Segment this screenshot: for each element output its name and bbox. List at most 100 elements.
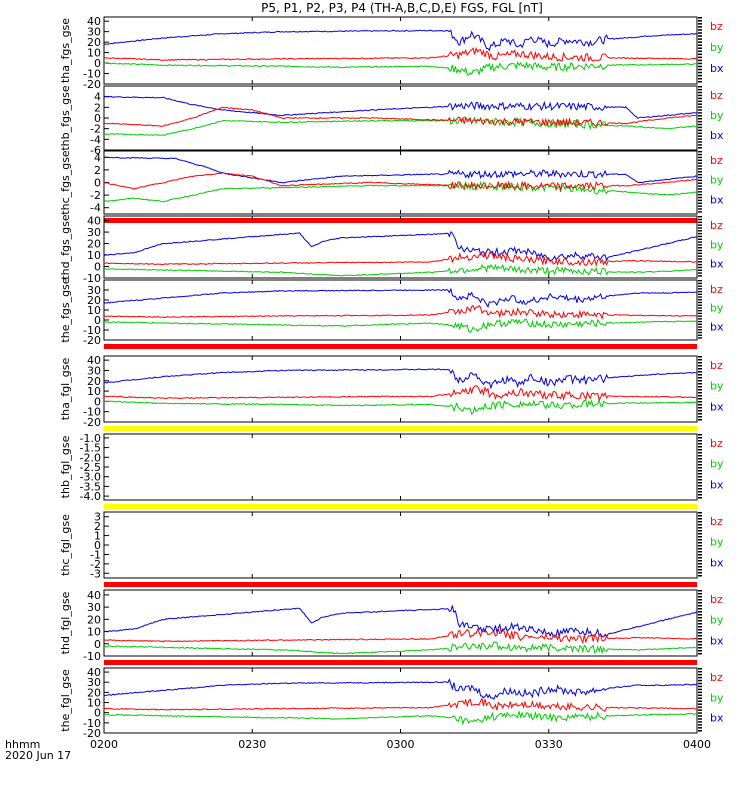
y-tick-label: 3 [94,511,101,524]
right-tick-strip [698,688,702,691]
right-tick-strip [698,106,702,108]
status-bar [104,218,697,223]
right-tick-strip [698,566,702,568]
right-tick-strip [698,365,702,367]
y-axis-label: tha_fgl_gse [59,358,72,421]
y-tick-label: -20 [83,78,101,91]
y-tick-label: -2 [90,189,101,202]
right-tick-strip [698,644,702,646]
right-tick-strip [698,682,702,685]
right-tick-strip [698,413,702,415]
right-tick-strip [698,727,702,729]
y-axis-label: tha_fgs_gse [59,18,72,83]
right-tick-strip [698,176,702,179]
right-tick-strip [698,670,702,673]
right-tick-strip [698,202,702,204]
y-tick-label: -1.0 [80,432,101,445]
right-tick-strip [698,694,702,697]
y-tick-label: -1 [90,548,101,561]
right-tick-strip [698,211,702,213]
right-tick-strip [698,679,702,682]
series-bx [103,605,698,638]
legend-bz: bz [710,359,723,372]
right-tick-strip [698,569,702,571]
y-axis-label: the_fgs_gse [59,277,72,342]
right-tick-strip [698,536,702,538]
right-tick-strip [698,261,702,263]
y-tick-label: -4 [90,202,101,215]
right-tick-strip [698,611,702,613]
right-tick-strip [698,371,702,373]
y-tick-label: 4 [94,151,101,164]
right-tick-strip [698,44,702,46]
series-bz [103,46,698,62]
right-tick-strip [698,560,702,562]
right-tick-strip [698,650,702,652]
series-bx [103,156,698,184]
right-tick-strip [698,216,702,218]
y-tick-label: -10 [83,272,101,285]
series-by [103,263,697,277]
status-bar [104,504,697,509]
right-tick-strip [698,545,702,547]
panel-frame [103,667,698,734]
right-tick-strip [698,118,702,120]
right-tick-strip [698,23,702,25]
right-tick-strip [698,703,702,705]
right-tick-strip [698,386,702,388]
y-tick-label: 20 [87,238,101,251]
y-tick-label: 0 [94,177,101,190]
right-tick-strip [698,449,702,451]
right-tick-strip [698,700,702,702]
panel-frame [103,511,698,579]
legend-bx: bx [710,129,724,142]
legend-bz: bz [710,593,723,606]
right-tick-strip [698,38,702,40]
right-tick-strip [698,185,702,187]
y-tick-label: 30 [87,26,101,39]
x-tick-label: 0200 [90,738,118,751]
right-tick-strip [698,252,702,255]
right-tick-strip [698,315,702,317]
right-tick-strip [698,266,702,269]
y-tick-label: 20 [87,294,101,307]
right-tick-strip [698,288,702,290]
right-tick-strip [698,515,702,517]
legend-bx: bx [710,478,724,491]
right-tick-strip [698,482,702,484]
series-bx [103,29,698,52]
right-tick-strip [698,647,702,649]
right-tick-strip [698,323,702,325]
right-tick-strip [698,208,702,210]
y-tick-label: 40 [87,215,101,228]
legend-bx: bx [710,258,724,271]
right-tick-strip [698,71,702,74]
right-tick-strip [698,383,702,385]
right-tick-strip [698,159,702,162]
right-tick-strip [698,635,702,637]
right-tick-strip [698,380,702,382]
right-tick-strip [698,488,702,490]
status-bar [104,582,697,587]
x-tick-label: 0330 [535,738,563,751]
y-tick-label: 20 [87,613,101,626]
right-tick-strip [698,374,702,376]
y-tick-label: -20 [83,334,101,347]
right-tick-strip [698,497,702,499]
right-tick-strip [698,629,702,631]
right-tick-strip [698,94,702,97]
y-tick-label: 20 [87,375,101,388]
right-tick-strip [698,112,702,114]
legend-bx: bx [710,712,724,725]
right-tick-strip [698,115,702,117]
right-tick-strip [698,230,702,232]
right-tick-strip [698,320,702,323]
right-tick-strip [698,179,702,182]
right-tick-strip [698,199,702,202]
y-tick-label: -20 [83,416,101,429]
panel-frame [103,433,698,501]
